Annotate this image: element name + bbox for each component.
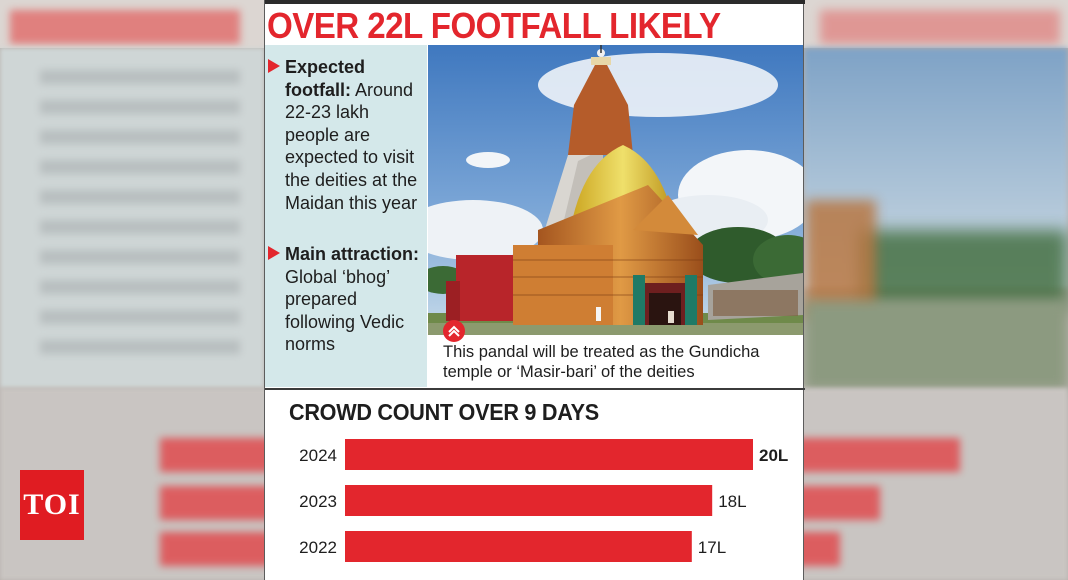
bar-category-label: 2023	[299, 492, 337, 511]
info-item-key: Expected footfall:	[285, 57, 366, 100]
backdrop-red-blur-right	[820, 10, 1060, 44]
headline: OVER 22L FOOTFALL LIKELY	[267, 5, 721, 46]
photo-caption-box	[428, 335, 803, 387]
top-rule	[265, 0, 805, 4]
photo-caption: This pandal will be treated as the Gundi…	[443, 343, 760, 381]
chart-title: CROWD COUNT OVER 9 DAYS	[289, 399, 599, 425]
bar-category-label: 2022	[299, 538, 337, 557]
section-divider	[265, 388, 805, 390]
bar-value-label: 17L	[698, 538, 726, 557]
info-item-main-attraction: Main attraction: Global ‘bhog’ prepared …	[268, 243, 420, 356]
backdrop-left-panel	[0, 48, 264, 388]
temple-illustration	[428, 45, 803, 335]
toi-logo[interactable]: TOI	[20, 470, 84, 540]
info-panel: Expected footfall: Around 22-23 lakh peo…	[265, 45, 427, 387]
bar-2023[interactable]	[345, 485, 713, 516]
bar-2024[interactable]	[345, 439, 753, 470]
bar-2022[interactable]	[345, 531, 692, 562]
backdrop-left-text-blur	[40, 70, 240, 370]
arrow-bullet-icon	[268, 246, 280, 260]
chevron-up-icon	[443, 320, 465, 342]
info-item-key: Main attraction:	[285, 244, 420, 264]
info-item-text: Global ‘bhog’ prepared following Vedic n…	[285, 266, 405, 355]
bar-value-label: 20L	[759, 446, 788, 465]
temple-pandal-photo[interactable]	[428, 45, 803, 335]
backdrop-right-ground	[804, 300, 1068, 390]
crowd-count-bar-chart: 2024 20L 2023 18L 2022 17L	[299, 439, 788, 562]
backdrop-right-trees	[860, 230, 1068, 310]
bar-category-label: 2024	[299, 446, 337, 465]
infographic-card: OVER 22L FOOTFALL LIKELY Expected footfa…	[264, 0, 805, 580]
info-item-text: Around 22-23 lakh people are expected to…	[285, 79, 418, 213]
arrow-bullet-icon	[268, 59, 280, 73]
bar-value-label: 18L	[718, 492, 746, 511]
backdrop-red-blur-left	[10, 10, 240, 44]
info-item-expected-footfall: Expected footfall: Around 22-23 lakh peo…	[268, 56, 419, 214]
